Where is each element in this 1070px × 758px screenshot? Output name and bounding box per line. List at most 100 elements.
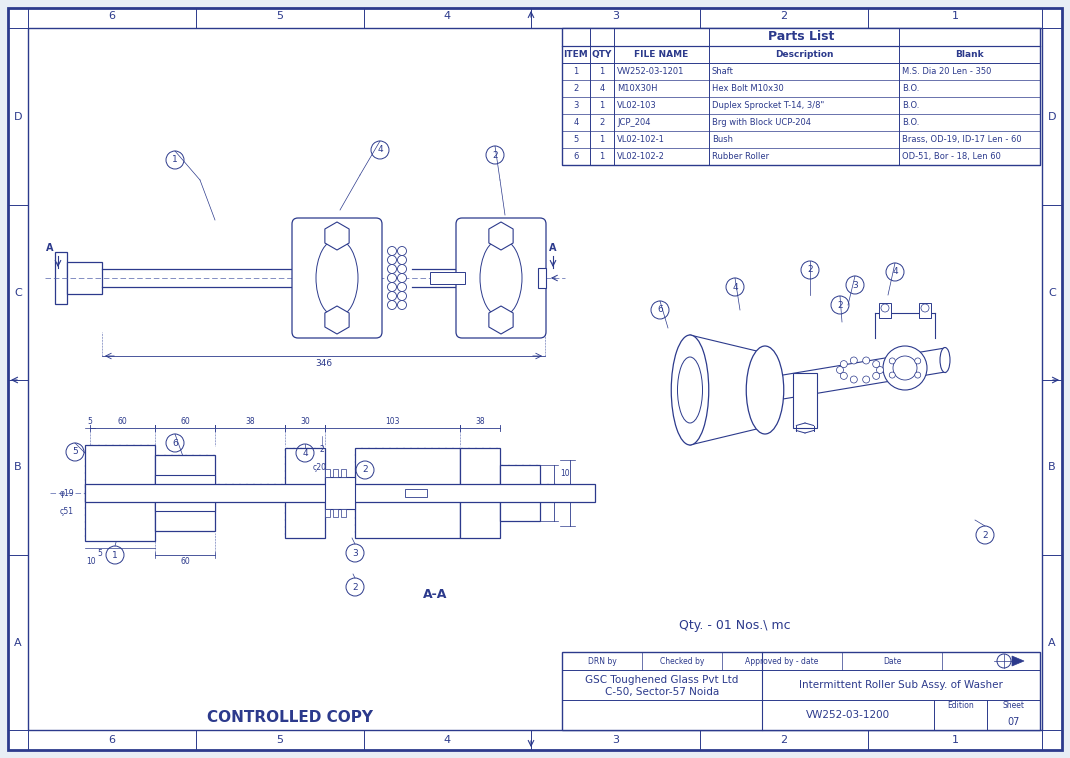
Text: CONTROLLED COPY: CONTROLLED COPY: [207, 710, 373, 725]
Ellipse shape: [316, 239, 358, 317]
Circle shape: [397, 265, 407, 274]
Text: 38: 38: [245, 416, 255, 425]
Text: 4: 4: [574, 118, 579, 127]
Circle shape: [889, 358, 896, 364]
Text: A: A: [1049, 637, 1056, 647]
Text: FILE NAME: FILE NAME: [635, 50, 689, 59]
Text: 5: 5: [72, 447, 78, 456]
Text: ς51: ς51: [60, 506, 74, 515]
Circle shape: [851, 376, 857, 383]
Text: 10: 10: [561, 468, 570, 478]
Text: Rubber Roller: Rubber Roller: [712, 152, 769, 161]
Text: Sheet: Sheet: [1003, 701, 1025, 710]
Ellipse shape: [941, 347, 950, 372]
Text: 6: 6: [108, 735, 116, 745]
Text: 6: 6: [574, 152, 579, 161]
Text: M.S. Dia 20 Len - 350: M.S. Dia 20 Len - 350: [902, 67, 992, 76]
Circle shape: [387, 292, 397, 300]
Text: 1: 1: [599, 135, 605, 144]
Polygon shape: [325, 222, 349, 250]
Text: 3: 3: [574, 101, 579, 110]
Text: 346: 346: [315, 359, 332, 368]
Text: Brg with Block UCP-204: Brg with Block UCP-204: [712, 118, 811, 127]
Bar: [500, 465, 540, 521]
Circle shape: [387, 255, 397, 265]
Circle shape: [881, 304, 889, 312]
Text: VL02-102-2: VL02-102-2: [617, 152, 664, 161]
Text: 4: 4: [302, 449, 308, 458]
Bar: [67, 262, 102, 294]
Bar: [341, 509, 346, 517]
Text: B.O.: B.O.: [902, 118, 919, 127]
Text: 4: 4: [444, 735, 452, 745]
Text: 5: 5: [97, 550, 103, 559]
Ellipse shape: [677, 357, 703, 423]
Circle shape: [387, 274, 397, 283]
Text: A: A: [549, 243, 556, 253]
Text: DRN by: DRN by: [587, 656, 616, 666]
Text: Checked by: Checked by: [660, 656, 704, 666]
Circle shape: [387, 283, 397, 292]
Text: 6: 6: [172, 438, 178, 447]
Text: 2: 2: [599, 118, 605, 127]
Bar: [285, 448, 325, 538]
FancyBboxPatch shape: [292, 218, 382, 338]
Circle shape: [397, 246, 407, 255]
Text: Hex Bolt M10x30: Hex Bolt M10x30: [712, 84, 783, 93]
Text: 1: 1: [112, 550, 118, 559]
Text: 1: 1: [574, 67, 579, 76]
FancyBboxPatch shape: [456, 218, 546, 338]
Text: A: A: [14, 637, 21, 647]
Text: B.O.: B.O.: [902, 101, 919, 110]
Text: 2: 2: [780, 735, 788, 745]
Circle shape: [397, 283, 407, 292]
Text: 2: 2: [320, 446, 324, 455]
Bar: [85, 445, 155, 541]
Text: B: B: [14, 462, 21, 472]
Circle shape: [397, 292, 407, 300]
Bar: [325, 469, 330, 477]
Bar: [919, 303, 931, 318]
Text: VW252-03-1200: VW252-03-1200: [806, 710, 890, 720]
Text: B: B: [1049, 462, 1056, 472]
Circle shape: [851, 357, 857, 364]
Text: 3: 3: [352, 549, 357, 557]
Text: 3: 3: [612, 735, 620, 745]
Circle shape: [387, 246, 397, 255]
Bar: [562, 28, 1040, 165]
Circle shape: [889, 372, 896, 378]
Text: 2: 2: [780, 11, 788, 21]
Text: 5: 5: [276, 11, 284, 21]
Text: 4: 4: [599, 84, 605, 93]
Ellipse shape: [746, 346, 783, 434]
Text: Approved by - date: Approved by - date: [746, 656, 819, 666]
Text: 5: 5: [574, 135, 579, 144]
Text: 1: 1: [951, 11, 959, 21]
Text: VW252-03-1201: VW252-03-1201: [617, 67, 685, 76]
Circle shape: [397, 255, 407, 265]
Bar: [333, 509, 338, 517]
Polygon shape: [325, 306, 349, 334]
Text: 6: 6: [657, 305, 663, 315]
Text: A: A: [46, 243, 54, 253]
Bar: [85, 484, 595, 502]
Circle shape: [862, 376, 870, 383]
Circle shape: [862, 357, 870, 364]
Text: 2: 2: [362, 465, 368, 475]
Text: ς20: ς20: [314, 463, 327, 472]
Text: 4: 4: [444, 11, 452, 21]
Text: OD-51, Bor - 18, Len 60: OD-51, Bor - 18, Len 60: [902, 152, 1000, 161]
Text: B.O.: B.O.: [902, 84, 919, 93]
Circle shape: [915, 358, 920, 364]
Circle shape: [387, 300, 397, 309]
Text: 2: 2: [982, 531, 988, 540]
Circle shape: [840, 361, 847, 368]
Text: 60: 60: [118, 416, 127, 425]
Circle shape: [397, 274, 407, 283]
Bar: [325, 509, 330, 517]
Text: C-50, Sector-57 Noida: C-50, Sector-57 Noida: [605, 687, 719, 697]
Text: 10: 10: [87, 556, 96, 565]
Text: C: C: [14, 287, 21, 297]
Ellipse shape: [480, 239, 522, 317]
Bar: [155, 475, 215, 511]
